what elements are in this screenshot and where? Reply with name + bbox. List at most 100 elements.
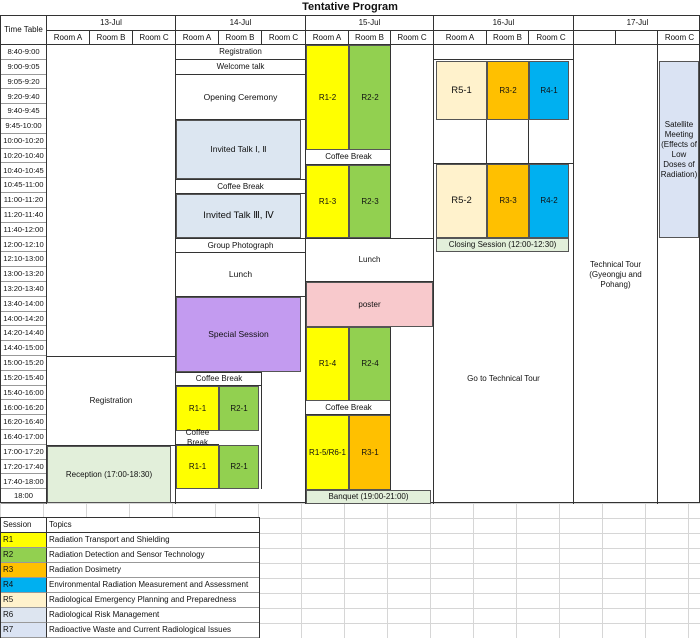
- time-slot: 15:00-15:20: [1, 356, 46, 371]
- jul16-r5-2: R5-2: [436, 164, 487, 238]
- jul16-r3-3: R3-3: [487, 164, 529, 238]
- jul13-registration: Registration: [47, 357, 175, 446]
- jul17-tour: Technical Tour (Gyeongju and Pohang): [574, 45, 658, 504]
- jul14-opening: Opening Ceremony: [176, 75, 305, 120]
- jul15-r2-4: R2-4: [349, 327, 391, 401]
- room-header: Room C: [658, 31, 700, 45]
- jul15-r1-2: R1-2: [306, 45, 349, 150]
- time-slot: 9:40-9:45: [1, 104, 46, 120]
- jul16-tour: Go to Technical Tour: [467, 373, 540, 383]
- jul17-satellite: Satellite Meeting (Effects of Low Doses …: [659, 61, 699, 238]
- room-header: Room C: [529, 31, 574, 45]
- jul15-r1-4: R1-4: [306, 327, 349, 401]
- jul14-lunch: Lunch: [176, 253, 305, 297]
- jul14-coffee-2: Coffee Break: [176, 372, 262, 386]
- time-slot: 10:45-11:00: [1, 178, 46, 194]
- time-slot: 11:20-11:40: [1, 208, 46, 223]
- time-slot: 17:20-17:40: [1, 460, 46, 475]
- day-header-17jul: 17-Jul: [574, 16, 700, 31]
- jul14-invited-2: Invited Talk Ⅲ, Ⅳ: [176, 194, 301, 238]
- room-header: Room B: [349, 31, 391, 45]
- jul16-gap: [434, 120, 573, 164]
- time-slot: 16:40-17:00: [1, 430, 46, 445]
- jul14-r1-1b: R1-1: [176, 445, 219, 489]
- room-header: Room B: [90, 31, 133, 45]
- jul15-r2-2: R2-2: [349, 45, 391, 150]
- room-header: Room A: [176, 31, 219, 45]
- schedule-table: Time Table 8:40-9:00 9:00-9:05 9:05-9:20 9:…: [0, 15, 700, 504]
- time-slot: 13:00-13:20: [1, 267, 46, 282]
- day-header-15jul: 15-Jul: [306, 16, 434, 31]
- day-header-13jul: 13-Jul: [47, 16, 176, 31]
- jul14-divider: [261, 372, 262, 489]
- time-slot: 13:20-13:40: [1, 282, 46, 297]
- jul16-r5-1: R5-1: [436, 61, 487, 120]
- time-slot: 9:00-9:05: [1, 60, 46, 75]
- time-slot: 12:00-12:10: [1, 237, 46, 253]
- time-slot: 17:00-17:20: [1, 445, 46, 460]
- day-header-16jul: 16-Jul: [434, 16, 574, 31]
- day-separator: [305, 45, 306, 504]
- time-slot: 9:20-9:40: [1, 89, 46, 105]
- legend-code: R6: [1, 608, 47, 623]
- time-slot: 15:20-15:40: [1, 371, 46, 386]
- jul15-r1-3: R1-3: [306, 165, 349, 238]
- room-header: Room C: [133, 31, 176, 45]
- jul15-r3-1: R3-1: [349, 415, 391, 490]
- time-table-header: Time Table: [1, 16, 47, 45]
- jul16-r4-2: R4-2: [529, 164, 569, 238]
- time-slot: 16:20-16:40: [1, 415, 46, 430]
- legend-code: R1: [1, 533, 47, 548]
- time-slot: 10:40-10:45: [1, 163, 46, 179]
- jul14-special: Special Session: [176, 297, 301, 372]
- jul16-r3-2: R3-2: [487, 61, 529, 120]
- legend-table: Session Topics R1 Radiation Transport and…: [0, 517, 260, 638]
- legend-topic: Radiation Detection and Sensor Technolog…: [47, 548, 259, 563]
- room-header: Room A: [306, 31, 349, 45]
- jul15-r2-3: R2-3: [349, 165, 391, 238]
- time-slot: 11:40-12:00: [1, 223, 46, 238]
- time-slot: 18:00: [1, 489, 46, 504]
- room-header: Room A: [47, 31, 90, 45]
- time-column: 8:40-9:00 9:00-9:05 9:05-9:20 9:20-9:40 9:40…: [1, 45, 47, 504]
- jul16-gap-div: [528, 120, 529, 164]
- jul14-registration: Registration: [176, 45, 305, 60]
- time-slot: 12:10-13:00: [1, 252, 46, 268]
- day-header-14jul: 14-Jul: [176, 16, 306, 31]
- room-header-empty: [616, 31, 658, 45]
- room-header: Room B: [219, 31, 262, 45]
- time-slot: 11:00-11:20: [1, 193, 46, 208]
- day-separator: [433, 45, 434, 504]
- legend-code: R2: [1, 548, 47, 563]
- day-separator: [573, 45, 574, 504]
- jul15-coffee-2: Coffee Break: [306, 401, 391, 415]
- time-slot: 8:40-9:00: [1, 45, 46, 60]
- time-slot: 13:40-14:00: [1, 297, 46, 312]
- jul15-divider-2: [390, 327, 391, 490]
- page-title: Tentative Program: [302, 1, 398, 13]
- jul14-coffee-3: Coffee Break: [176, 428, 219, 447]
- jul14-coffee: Coffee Break: [176, 179, 305, 194]
- legend-topic: Radiation Transport and Shielding: [47, 533, 259, 548]
- time-slot: 15:40-16:00: [1, 386, 46, 401]
- time-slot: 9:05-9:20: [1, 75, 46, 90]
- time-slot: 16:00-16:20: [1, 400, 46, 416]
- room-header: Room C: [262, 31, 306, 45]
- legend-code: R3: [1, 563, 47, 578]
- room-header: Room B: [487, 31, 529, 45]
- time-slot: 9:45-10:00: [1, 119, 46, 134]
- jul16-closing: Closing Session (12:00-12:30): [436, 238, 569, 252]
- jul16-r4-1: R4-1: [529, 61, 569, 120]
- legend-topic: Radiological Emergency Planning and Prep…: [47, 593, 259, 608]
- jul15-coffee: Coffee Break: [306, 150, 391, 165]
- jul14-r2-1a: R2-1: [219, 386, 259, 431]
- legend-code: R4: [1, 578, 47, 593]
- time-slot: 14:00-14:20: [1, 312, 46, 327]
- jul16-empty-top: [434, 45, 573, 60]
- time-slot: 10:00-10:20: [1, 134, 46, 149]
- jul16-gap-div: [486, 120, 487, 164]
- jul15-lunch: Lunch: [306, 238, 433, 282]
- room-header: Room C: [391, 31, 434, 45]
- legend-topic: Radiation Dosimetry: [47, 563, 259, 578]
- time-slot: 14:40-15:00: [1, 341, 46, 356]
